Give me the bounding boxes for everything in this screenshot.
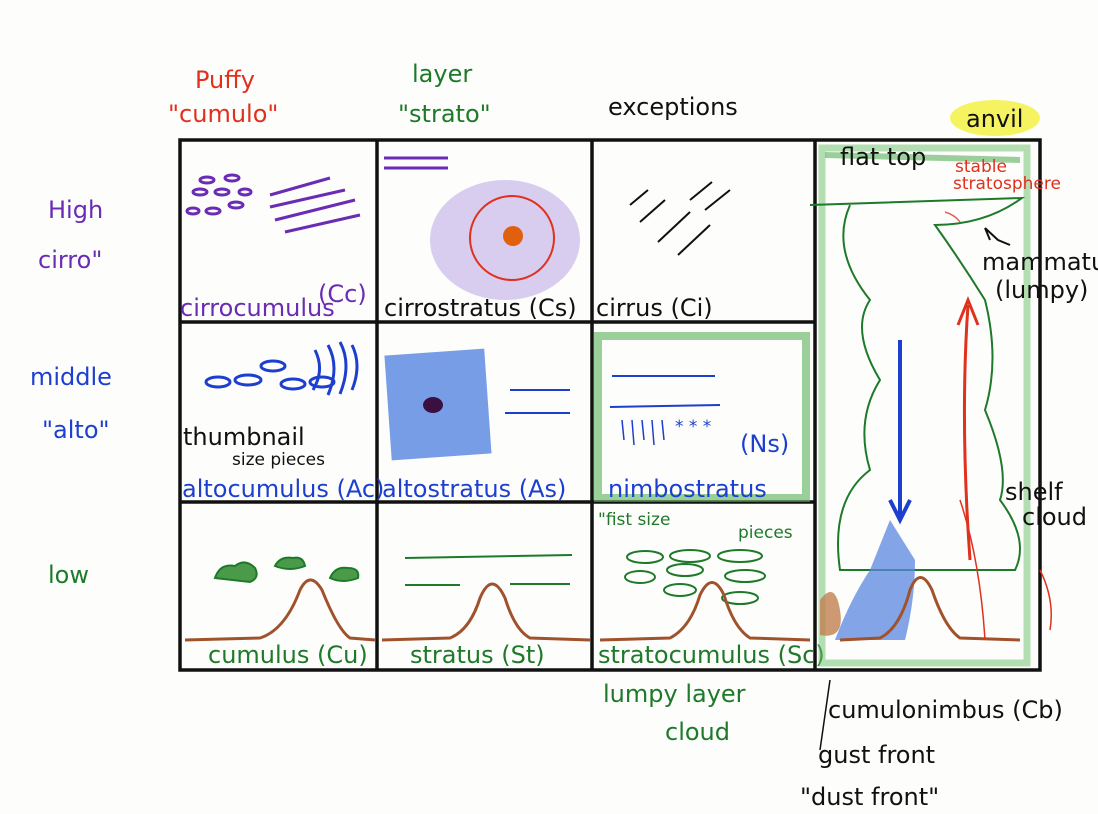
grid [178,138,1042,672]
cumulonimbus-sketch [809,144,1052,667]
cb-stable: stable [955,157,1007,177]
cb-lumpy: (lumpy) [995,276,1088,304]
sc-lumpy-layer: lumpy layer [603,680,746,708]
cb-gust-front: gust front [818,741,935,769]
col-label-layer: layer [412,60,472,88]
row-label-middle: middle [30,363,112,391]
ac-name: altocumulus (Ac) [182,475,384,503]
ac-note-size-pieces: size pieces [232,450,325,470]
row-label-cirro: cirro" [38,246,102,274]
altocumulus-sketch [204,341,359,396]
col-label-cumulo: "cumulo" [168,100,278,128]
cirrocumulus-sketch [185,173,361,234]
cb-cloud: cloud [1022,503,1087,531]
col-label-puffy: Puffy [195,66,255,94]
cs-name: cirrostratus (Cs) [384,294,577,322]
sc-cloud: cloud [665,718,730,746]
cb-stratosphere: stratosphere [953,174,1061,194]
sc-note-fist-size: "fist size [598,510,670,530]
row-label-alto: "alto" [42,416,110,444]
altostratus-sketch [384,348,570,461]
cb-dust-front: "dust front" [800,783,939,811]
cirrus-sketch [629,181,731,256]
ac-note-thumbnail: thumbnail [183,423,305,451]
ns-abbr: (Ns) [740,430,789,458]
cirrostratus-sketch [384,156,580,300]
col-label-strato: "strato" [398,100,491,128]
cb-shelf: shelf [1005,478,1063,506]
cc-name: cirrocumulus [180,294,335,322]
nimbostratus-sketch [594,332,810,502]
ns-snow-stars: * * * [675,417,711,437]
cb-name: cumulonimbus (Cb) [828,696,1063,724]
stratus-sketch [381,554,591,642]
stratocumulus-sketch [599,549,811,642]
cc-abbr: (Cc) [318,280,367,308]
cb-pointer-line [819,679,831,751]
sc-name: stratocumulus (Sc) [598,641,825,669]
row-label-high: High [48,196,103,224]
cumulus-sketch [184,556,376,642]
as-name: altostratus (As) [382,475,566,503]
cu-name: cumulus (Cu) [208,641,368,669]
cb-flat-top: flat top [840,143,926,171]
cb-anvil: anvil [966,105,1023,133]
st-name: stratus (St) [410,641,545,669]
row-label-low: low [48,561,89,589]
anvil-highlight [950,100,1040,136]
col-label-exceptions: exceptions [608,93,738,121]
ci-name: cirrus (Ci) [596,294,713,322]
sc-note-pieces: pieces [738,523,793,543]
ns-name: nimbostratus [608,475,767,503]
cb-mammatus: mammatus [982,248,1098,276]
